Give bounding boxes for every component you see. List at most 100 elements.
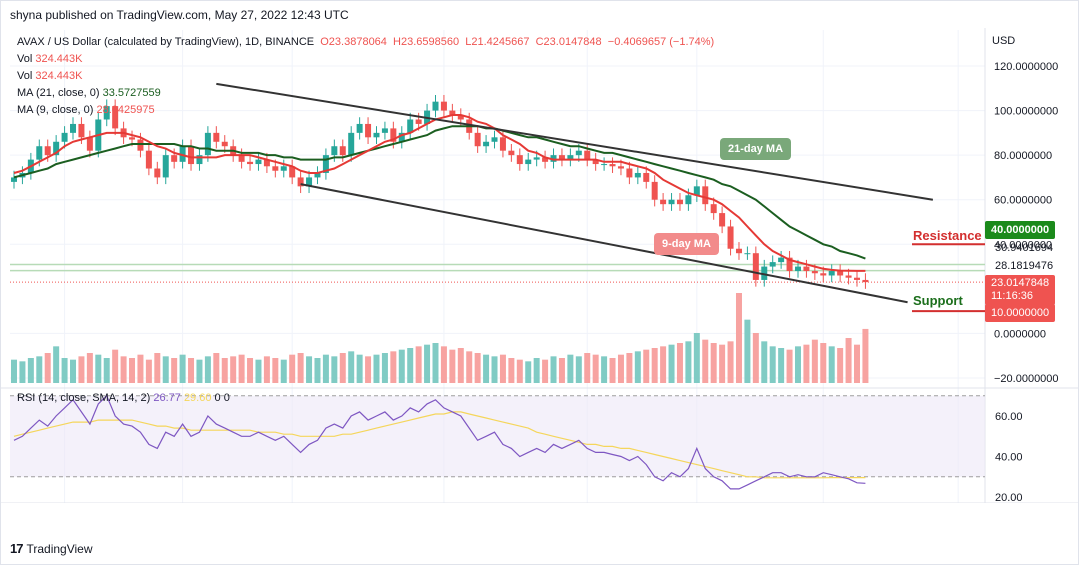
candle-body — [196, 155, 203, 165]
volume-bar — [204, 356, 211, 383]
volume-bar — [651, 348, 658, 383]
candle-body — [339, 146, 346, 156]
candle-body — [575, 150, 582, 156]
volume-bar — [617, 354, 624, 383]
volume-bar — [390, 351, 397, 383]
candle-body — [744, 253, 751, 255]
candle-body — [828, 271, 835, 276]
candle-body — [634, 172, 641, 178]
candle-body — [331, 146, 338, 156]
rsi-value: 26.77 — [153, 392, 181, 404]
bar-countdown: 11:16:36 — [991, 290, 1034, 302]
candle-body — [533, 157, 540, 160]
volume-bar — [769, 346, 776, 383]
candle-body — [794, 266, 801, 272]
volume-bar — [289, 354, 296, 383]
volume-bar — [845, 338, 852, 383]
volume-bar — [61, 358, 68, 383]
volume-bar — [86, 353, 93, 383]
candle-body — [457, 115, 464, 120]
level-30-label: 30.9401694 — [995, 242, 1054, 254]
volume-bar — [171, 358, 178, 383]
volume-bar — [306, 356, 313, 383]
ma21-label[interactable]: MA (21, close, 0) — [17, 87, 100, 99]
candle-body — [668, 199, 675, 205]
volume-bar — [407, 348, 414, 383]
rsi-sma-line — [13, 411, 866, 479]
volume-bar — [668, 344, 675, 383]
tradingview-logo-icon[interactable]: 17 — [10, 541, 24, 556]
volume-bar — [457, 348, 464, 383]
change-value: −0.4069657 (−1.74%) — [607, 36, 715, 48]
volume-bar — [238, 354, 245, 383]
volume-bar — [272, 358, 279, 383]
volume-bar — [322, 354, 329, 383]
currency-label: USD — [992, 35, 1016, 47]
volume-bar — [483, 354, 490, 383]
candle-body — [651, 181, 658, 200]
candle-body — [719, 213, 726, 227]
volume-bar — [11, 359, 17, 383]
volume-bar — [137, 354, 144, 383]
candle-body — [78, 123, 85, 138]
candle-body — [365, 123, 372, 138]
candle-body — [592, 159, 599, 165]
footer-brand[interactable]: TradingView — [26, 541, 93, 556]
volume-bar — [129, 358, 136, 383]
candle-body — [112, 106, 119, 129]
candle-body — [567, 155, 574, 160]
candle-body — [845, 275, 852, 278]
vol-legend-1: Vol 324.443K — [17, 52, 82, 66]
candle-body — [188, 146, 195, 165]
volume-bar — [103, 358, 110, 383]
candle-body — [390, 128, 397, 142]
volume-bar — [862, 328, 869, 383]
candle-body — [558, 155, 565, 160]
volume-bar — [78, 356, 85, 383]
volume-bar — [36, 356, 43, 383]
rsi-label[interactable]: RSI (14, close, SMA, 14, 2) — [17, 392, 151, 404]
rsi-tick-label: 40.00 — [995, 452, 1023, 464]
volume-bar — [533, 358, 540, 383]
candle-body — [803, 266, 810, 272]
volume-bar — [735, 293, 742, 383]
candle-body — [53, 141, 60, 156]
volume-bar — [702, 339, 709, 383]
candle-body — [263, 159, 270, 167]
candle-body — [373, 132, 380, 138]
volume-bar — [145, 359, 152, 383]
volume-bar — [474, 353, 481, 383]
price-tick-label: 80.0000000 — [994, 150, 1052, 162]
volume-bar — [778, 348, 785, 383]
volume-bar — [424, 344, 431, 383]
candle-body — [660, 199, 667, 205]
volume-bar — [803, 344, 810, 383]
resistance-annotation: Resistance — [913, 228, 982, 243]
candle-body — [786, 257, 793, 272]
volume-bar — [27, 358, 34, 383]
vol-label[interactable]: Vol — [17, 53, 33, 65]
candle-body — [735, 248, 742, 254]
vol-label[interactable]: Vol — [17, 70, 33, 82]
candle-body — [542, 157, 549, 162]
volume-bar — [761, 341, 768, 383]
ma21-legend: MA (21, close, 0) 33.5727559 — [17, 86, 161, 100]
symbol-legend: AVAX / US Dollar (calculated by TradingV… — [17, 35, 714, 49]
candle-body — [820, 273, 827, 276]
chart-canvas[interactable]: 120.0000000 100.0000000 80.0000000 60.00000… — [0, 28, 1079, 503]
volume-bar — [373, 354, 380, 383]
candle-body — [213, 132, 220, 142]
rsi-tick-label: 60.00 — [995, 411, 1023, 423]
candle-body — [617, 166, 624, 169]
price-tick-label: 40.0000000 — [994, 239, 1052, 251]
candle-body — [204, 132, 211, 156]
vol-legend-2: Vol 324.443K — [17, 69, 82, 83]
volume-bar — [685, 341, 692, 383]
volume-bar — [339, 353, 346, 383]
volume-bar — [440, 346, 447, 383]
symbol-title[interactable]: AVAX / US Dollar (calculated by TradingV… — [17, 36, 315, 48]
ma21-value: 33.5727559 — [102, 87, 161, 99]
candle-body — [727, 226, 734, 249]
ma9-label[interactable]: MA (9, close, 0) — [17, 104, 94, 116]
price-tick-label: −20.0000000 — [994, 373, 1059, 385]
